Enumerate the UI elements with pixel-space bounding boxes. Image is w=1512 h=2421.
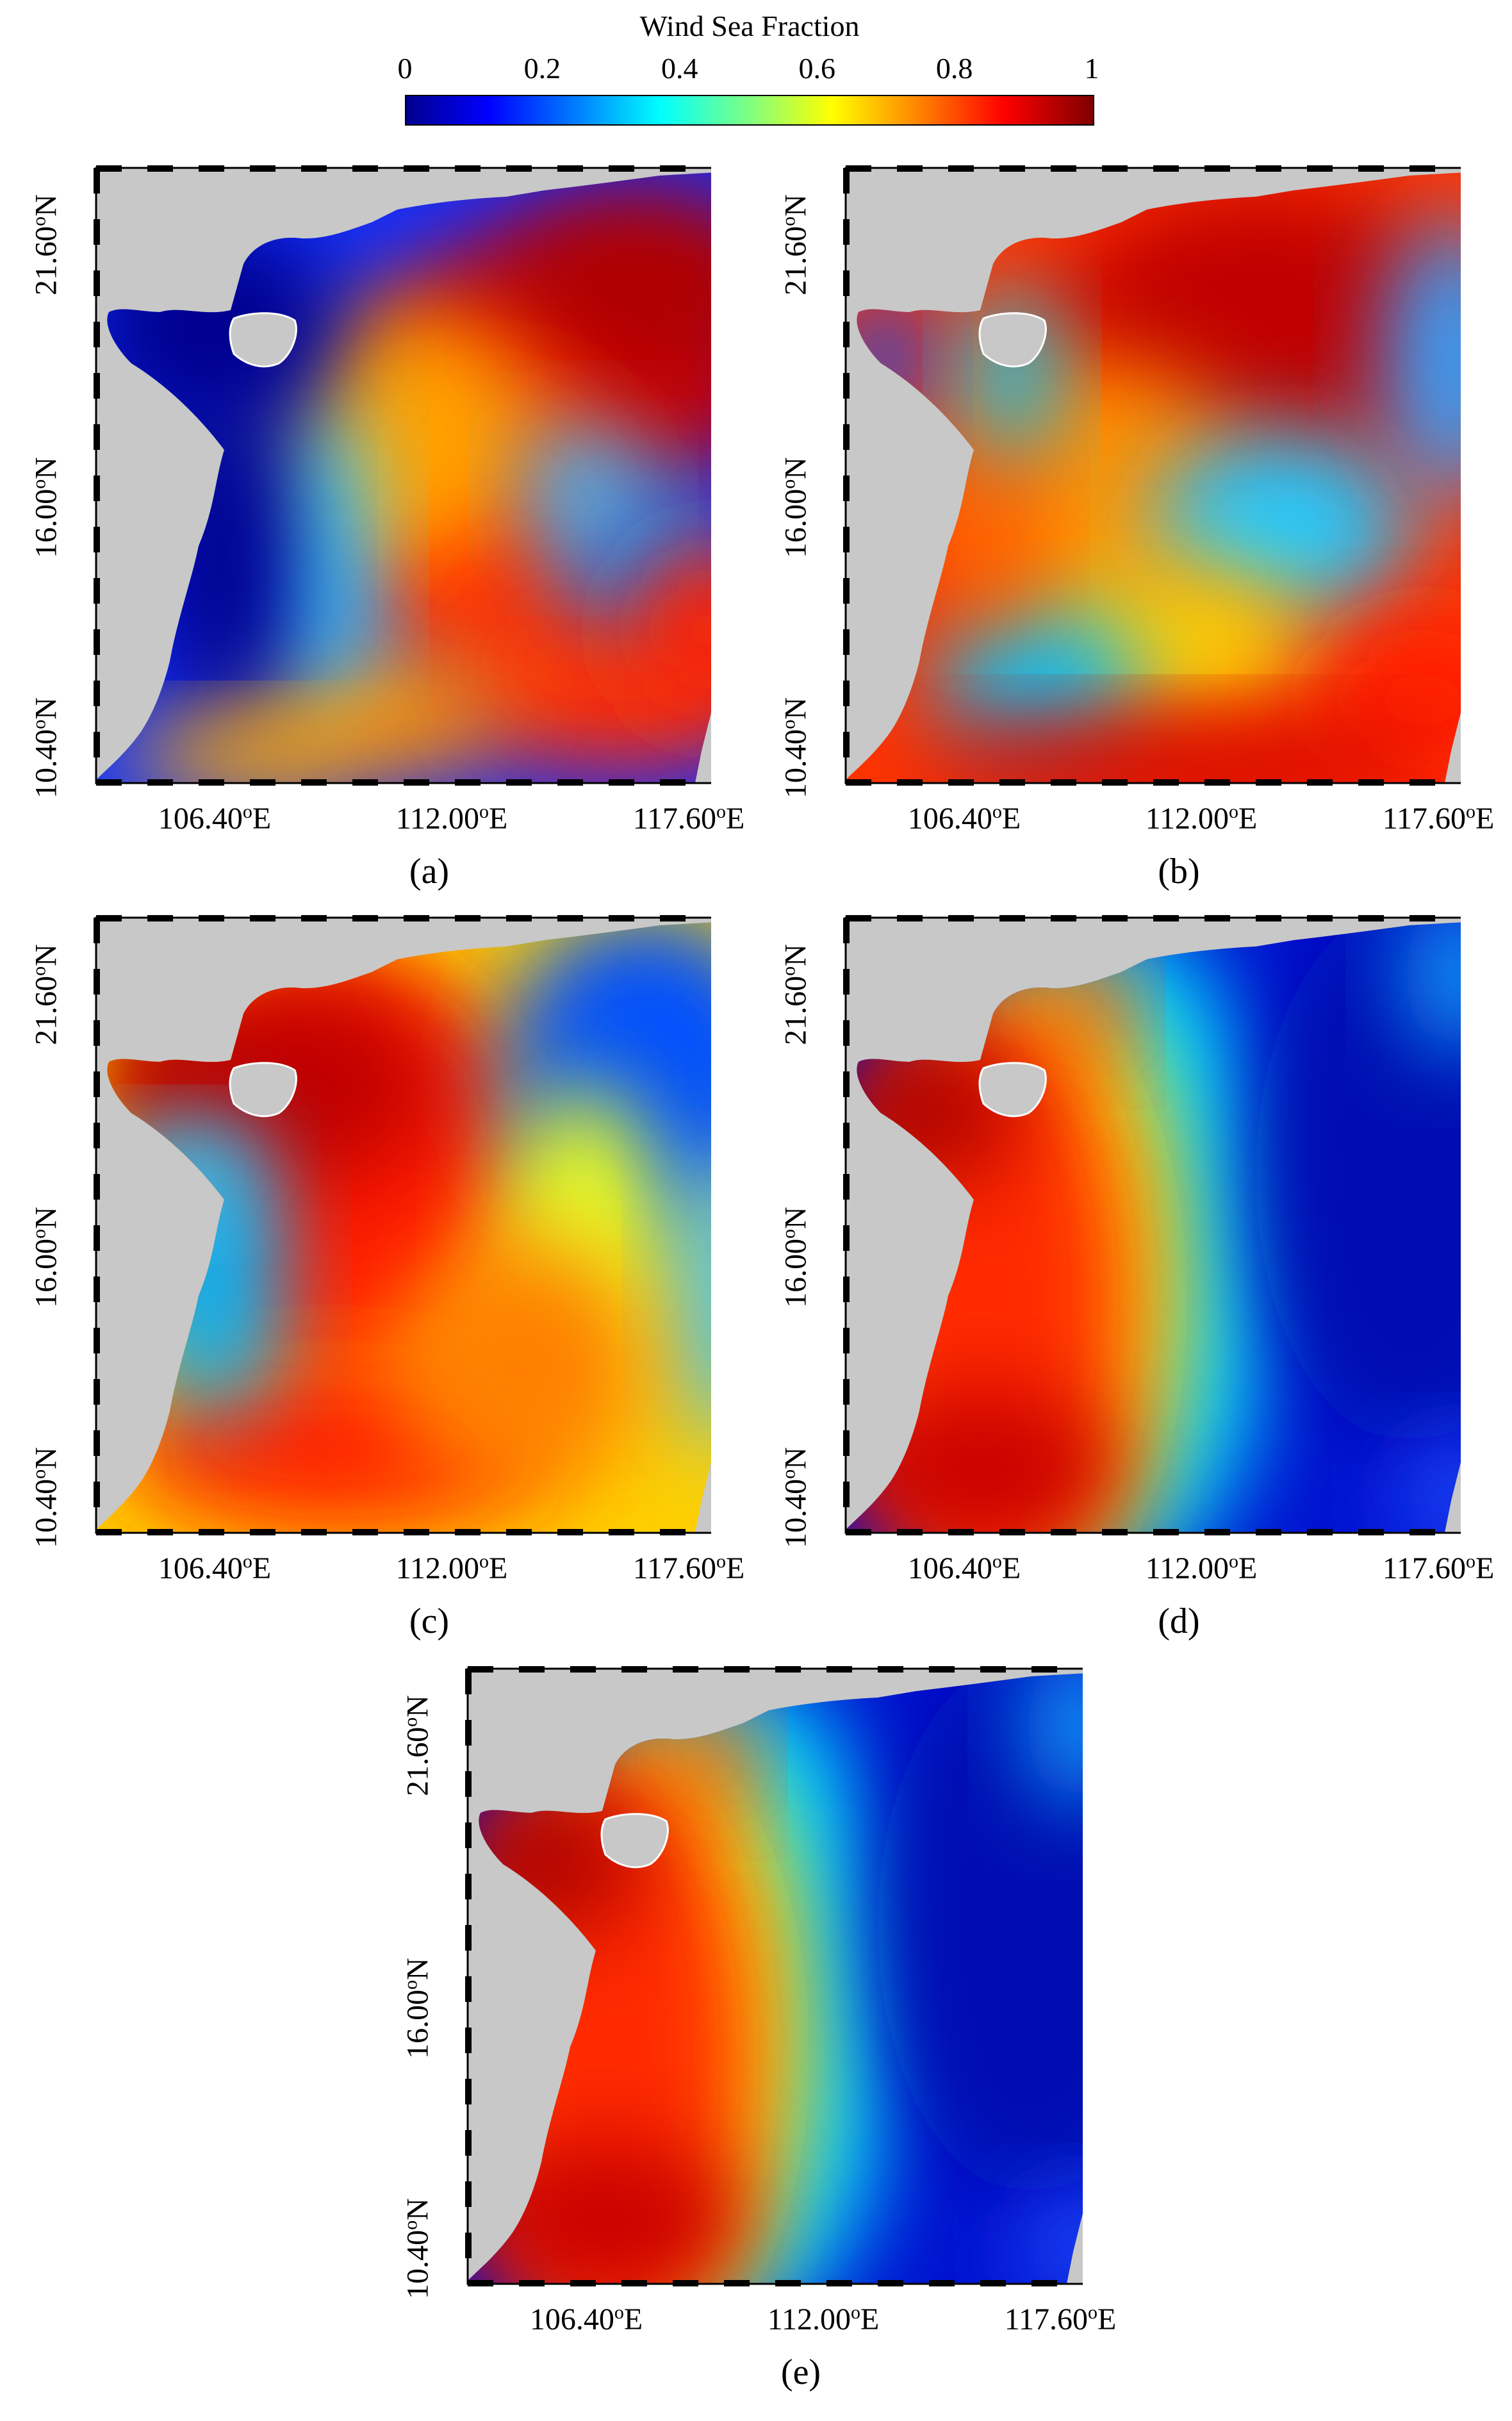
hainan-island xyxy=(978,1062,1047,1118)
longitude-label: 106.40oE xyxy=(529,2302,643,2336)
wind-sea-fraction-field xyxy=(96,918,711,1533)
colorbar-tick: 0.2 xyxy=(523,52,561,85)
longitude-label: 117.60oE xyxy=(1382,801,1495,836)
colorbar-tick: 0.4 xyxy=(661,52,698,85)
longitude-label: 117.60oE xyxy=(1004,2302,1117,2336)
hainan-island xyxy=(978,312,1047,368)
latitude-label: 10.40oN xyxy=(778,1447,813,1548)
longitude-label: 117.60oE xyxy=(1382,1551,1495,1585)
latitude-label: 10.40oN xyxy=(28,697,63,798)
colorbar-tick: 0.6 xyxy=(798,52,835,85)
panel-label: (b) xyxy=(1158,852,1200,891)
map-panel-d: 10.40oN 16.00oN 21.60oN 106.40oE 112.00oE 117… xyxy=(769,910,1494,1641)
latitude-label: 16.00oN xyxy=(778,1207,813,1308)
latitude-label: 16.00oN xyxy=(778,457,813,558)
east-land xyxy=(695,713,711,783)
panel-label: (a) xyxy=(409,852,450,891)
latitude-label: 16.00oN xyxy=(28,457,63,558)
hainan-island xyxy=(229,312,297,368)
longitude-label: 106.40oE xyxy=(907,1551,1021,1585)
map-svg xyxy=(843,165,1461,786)
panel-label: (e) xyxy=(780,2352,821,2392)
colorbar-tick: 0 xyxy=(397,52,413,85)
map-svg xyxy=(94,915,711,1535)
map-svg xyxy=(465,1666,1083,2286)
colorbar-tick: 1 xyxy=(1084,52,1099,85)
east-land xyxy=(1445,713,1461,783)
colorbar xyxy=(405,95,1094,126)
longitude-label: 112.00oE xyxy=(395,801,508,836)
map-panel-e: 10.40oN 16.00oN 21.60oN 106.40oE 112.00oE 117… xyxy=(391,1661,1116,2392)
longitude-label: 112.00oE xyxy=(395,1551,508,1585)
colorbar-title: Wind Sea Fraction xyxy=(639,10,860,42)
map-svg xyxy=(843,915,1461,1535)
latitude-label: 21.60oN xyxy=(28,194,63,295)
hainan-island xyxy=(600,1813,669,1869)
map-panel-c: 10.40oN 16.00oN 21.60oN 106.40oE 112.00oE 117… xyxy=(19,910,744,1641)
latitude-label: 21.60oN xyxy=(778,194,813,295)
colorbar-tick: 0.8 xyxy=(935,52,973,85)
latitude-label: 21.60oN xyxy=(778,944,813,1045)
latitude-label: 16.00oN xyxy=(400,1958,435,2059)
east-land xyxy=(1445,1462,1461,1533)
map-svg xyxy=(94,165,711,786)
longitude-label: 106.40oE xyxy=(158,801,272,836)
latitude-label: 21.60oN xyxy=(28,944,63,1045)
latitude-label: 16.00oN xyxy=(28,1207,63,1308)
latitude-label: 10.40oN xyxy=(778,697,813,798)
longitude-label: 112.00oE xyxy=(767,2302,880,2336)
colorbar-ticks: 0 0.2 0.4 0.6 0.8 1 xyxy=(398,51,1099,90)
hainan-island xyxy=(229,1062,297,1118)
panel-label: (d) xyxy=(1158,1601,1200,1641)
latitude-label: 10.40oN xyxy=(400,2198,435,2299)
east-land xyxy=(1067,2213,1083,2284)
longitude-label: 112.00oE xyxy=(1145,801,1258,836)
longitude-label: 117.60oE xyxy=(632,801,745,836)
longitude-label: 117.60oE xyxy=(632,1551,745,1585)
latitude-label: 10.40oN xyxy=(28,1447,63,1548)
map-panel-a: 10.40oN 16.00oN 21.60oN 106.40oE 112.00oE 117… xyxy=(19,160,744,891)
latitude-label: 21.60oN xyxy=(400,1695,435,1796)
longitude-label: 106.40oE xyxy=(907,801,1021,836)
longitude-label: 106.40oE xyxy=(158,1551,272,1585)
wind-sea-fraction-field xyxy=(96,168,711,783)
longitude-label: 112.00oE xyxy=(1145,1551,1258,1585)
map-panel-b: 10.40oN 16.00oN 21.60oN 106.40oE 112.00oE 117… xyxy=(769,160,1494,891)
east-land xyxy=(695,1462,711,1533)
panel-label: (c) xyxy=(409,1601,450,1641)
